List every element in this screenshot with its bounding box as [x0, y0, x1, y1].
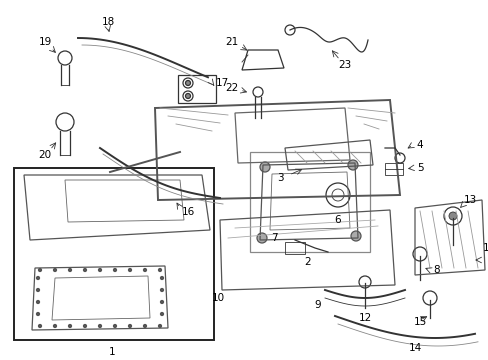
Circle shape: [37, 288, 40, 292]
Circle shape: [39, 269, 41, 271]
Circle shape: [257, 233, 266, 243]
Circle shape: [39, 324, 41, 328]
Text: 12: 12: [358, 313, 371, 323]
Circle shape: [128, 269, 131, 271]
Circle shape: [113, 269, 116, 271]
Circle shape: [160, 276, 163, 279]
Circle shape: [160, 312, 163, 315]
Text: 16: 16: [181, 207, 194, 217]
Circle shape: [160, 301, 163, 303]
Text: 8: 8: [433, 265, 439, 275]
Text: 17: 17: [215, 78, 228, 88]
Text: 23: 23: [338, 60, 351, 70]
Text: 13: 13: [463, 195, 476, 205]
Circle shape: [160, 288, 163, 292]
Text: 14: 14: [407, 343, 421, 353]
Circle shape: [53, 324, 57, 328]
Circle shape: [185, 81, 190, 85]
Text: 20: 20: [39, 150, 51, 160]
Text: 21: 21: [225, 37, 238, 47]
Circle shape: [98, 269, 102, 271]
Circle shape: [350, 231, 360, 241]
Text: 6: 6: [334, 215, 341, 225]
Text: 18: 18: [101, 17, 114, 27]
Text: 2: 2: [304, 257, 311, 267]
Text: 10: 10: [211, 293, 224, 303]
Bar: [14, 168, 214, 340]
Circle shape: [68, 269, 71, 271]
Circle shape: [158, 269, 161, 271]
Circle shape: [448, 212, 456, 220]
Circle shape: [347, 160, 357, 170]
Bar: [178, 75, 216, 103]
Text: 4: 4: [416, 140, 423, 150]
Circle shape: [143, 269, 146, 271]
Circle shape: [158, 324, 161, 328]
Bar: [249, 152, 369, 252]
Circle shape: [83, 269, 86, 271]
Circle shape: [143, 324, 146, 328]
Circle shape: [37, 276, 40, 279]
Bar: [285, 242, 305, 254]
Text: 19: 19: [38, 37, 52, 47]
Circle shape: [260, 162, 269, 172]
Circle shape: [37, 312, 40, 315]
Bar: [384, 163, 402, 175]
Text: 9: 9: [314, 300, 321, 310]
Circle shape: [68, 324, 71, 328]
Text: 5: 5: [416, 163, 423, 173]
Circle shape: [128, 324, 131, 328]
Text: 3: 3: [276, 173, 283, 183]
Circle shape: [98, 324, 102, 328]
Text: 1: 1: [108, 347, 115, 357]
Circle shape: [113, 324, 116, 328]
Circle shape: [37, 301, 40, 303]
Text: 22: 22: [225, 83, 238, 93]
Circle shape: [83, 324, 86, 328]
Text: 15: 15: [412, 317, 426, 327]
Text: 7: 7: [270, 233, 277, 243]
Circle shape: [53, 269, 57, 271]
Circle shape: [185, 94, 190, 99]
Text: 11: 11: [481, 243, 488, 253]
